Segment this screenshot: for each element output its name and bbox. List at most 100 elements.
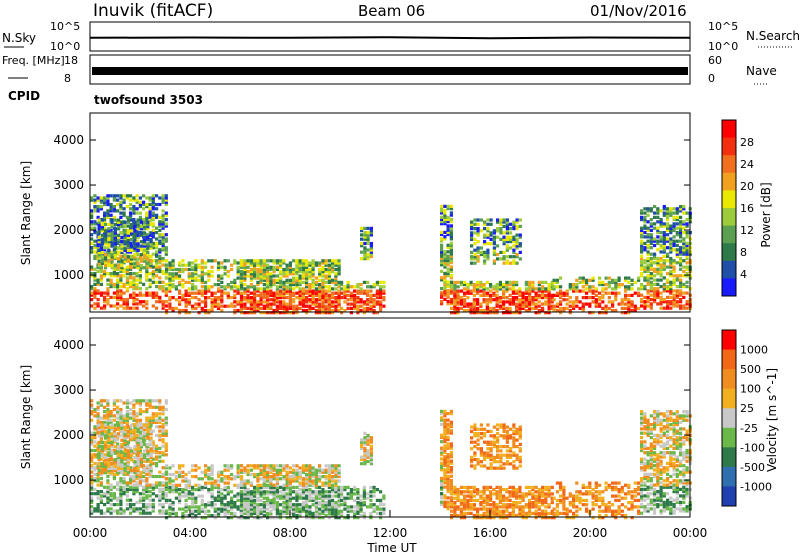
echo-cell [240,259,244,263]
echo-cell [362,280,366,284]
echo-cell [149,218,153,222]
echo-cell [104,229,108,233]
echo-cell [181,479,185,483]
echo-cell [132,272,136,276]
echo-cell [363,241,367,246]
echo-cell [382,285,386,289]
echo-cell [601,289,605,293]
echo-cell [139,244,143,248]
echo-cell [259,287,263,291]
echo-cell [446,291,450,295]
echo-cell [142,218,146,222]
echo-cell [178,496,182,500]
echo-cell [217,278,221,282]
echo-cell [685,291,689,295]
echo-cell [155,483,159,487]
echo-cell [324,276,328,280]
echo-cell [143,253,147,257]
echo-cell [106,298,110,302]
echo-cell [197,477,201,481]
echo-cell [318,304,322,308]
echo-cell [266,274,270,278]
echo-cell [112,448,116,453]
echo-cell [363,235,367,239]
echo-cell [279,470,283,474]
echo-cell [272,501,276,505]
echo-cell [168,481,172,485]
echo-cell [620,298,624,302]
echo-cell [656,259,660,263]
echo-cell [158,459,162,463]
echo-cell [142,498,146,502]
echo-cell [132,479,136,483]
echo-cell [369,293,373,297]
echo-cell [285,475,289,479]
echo-cell [282,272,286,276]
echo-cell [353,285,357,289]
echo-cell [515,255,519,259]
echo-cell [142,505,146,509]
echo-cell [485,302,489,306]
echo-cell [109,503,113,507]
echo-cell [314,513,318,518]
echo-cell [165,464,169,468]
echo-cell [204,265,208,269]
echo-cell [346,289,350,293]
echo-cell [145,425,149,429]
echo-cell [103,213,107,217]
echo-cell [607,283,611,287]
echo-cell [659,272,663,276]
echo-cell [103,414,107,418]
echo-cell [327,516,331,520]
echo-cell [168,278,172,282]
echo-cell [142,233,146,237]
echo-cell [155,237,159,241]
echo-cell [321,308,325,313]
echo-cell [649,306,653,310]
echo-cell [311,511,315,515]
echo-cell [292,287,296,291]
echo-cell [272,300,276,304]
echo-cell [682,211,686,215]
echo-cell [675,215,679,219]
echo-cell [90,285,94,289]
echo-cell [253,302,257,306]
echo-cell [125,272,129,276]
echo-cell [158,429,162,433]
echo-cell [96,282,100,286]
echo-cell [90,485,94,489]
echo-cell [90,399,94,403]
echo-cell [614,280,618,284]
echo-cell [138,211,142,215]
echo-cell [113,233,117,237]
echo-cell [672,282,676,286]
echo-cell [161,407,165,412]
echo-cell [555,280,559,284]
echo-cell [659,306,663,310]
echo-cell [308,470,312,474]
echo-cell [476,227,480,231]
echo-cell [266,285,270,289]
echo-cell [282,311,286,315]
colorbar-swatch [722,278,736,297]
echo-cell [132,276,136,280]
echo-cell [164,211,168,215]
echo-cell [266,311,270,315]
echo-cell [662,282,666,286]
echo-cell [337,516,341,520]
echo-cell [472,298,476,302]
echo-cell [155,194,159,198]
echo-cell [314,287,318,291]
echo-cell [617,285,621,289]
echo-cell [301,468,305,472]
echo-cell [272,516,276,520]
echo-cell [492,252,496,257]
echo-cell [155,433,159,437]
echo-cell [627,276,631,280]
echo-cell [178,470,182,474]
echo-cell [119,194,123,198]
echo-cell [314,503,318,507]
echo-cell [164,500,168,504]
echo-cell [112,269,116,274]
echo-cell [311,470,315,474]
